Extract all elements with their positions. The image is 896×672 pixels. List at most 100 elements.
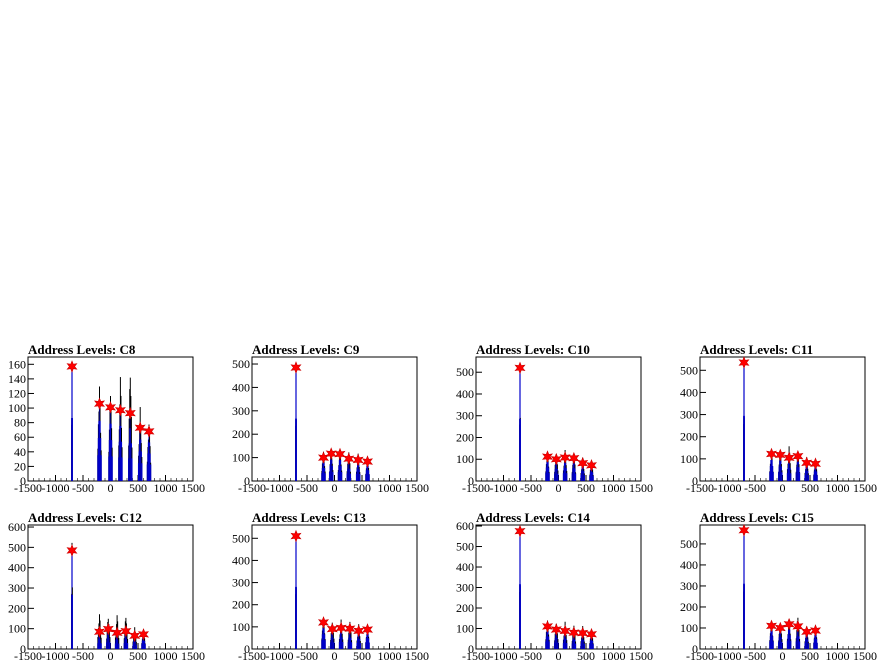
y-tick-label: 500: [8, 540, 26, 554]
x-tick-label: 1500: [853, 649, 877, 663]
peak-marker: [559, 624, 571, 638]
x-tick-label: 1000: [826, 481, 850, 495]
peak-marker: [809, 624, 822, 637]
y-tick-label: 100: [456, 452, 474, 466]
peak-marker: [66, 360, 78, 373]
x-tick-label: 1500: [629, 649, 653, 663]
histogram-panel: Address Levels: C10 -1500 -1000 -500 0 500 100…: [456, 342, 653, 495]
x-tick-label: 1500: [853, 481, 877, 495]
y-tick-label: 0: [468, 642, 474, 656]
peak-marker: [550, 452, 562, 466]
peak-marker: [765, 447, 778, 461]
x-tick-label: 1500: [629, 481, 653, 495]
peak-marker: [792, 449, 804, 463]
peak-marker: [290, 361, 302, 374]
x-tick-label: -1500: [686, 481, 714, 495]
x-tick-label: -1000: [42, 481, 70, 495]
x-tick-label: 0: [332, 481, 338, 495]
y-tick-label: 200: [456, 430, 474, 444]
peak-marker: [317, 616, 330, 629]
x-tick-label: -1000: [266, 649, 294, 663]
x-tick-label: 0: [332, 649, 338, 663]
peak-marker: [102, 622, 114, 636]
y-tick-label: 200: [456, 601, 474, 615]
y-tick-label: 20: [14, 459, 26, 473]
peak-marker: [801, 625, 813, 639]
peak-marker: [765, 619, 778, 633]
y-tick-label: 300: [232, 576, 250, 590]
peak-marker: [774, 448, 786, 462]
y-tick-label: 300: [456, 409, 474, 423]
panel-title: Address Levels: C9: [252, 342, 360, 357]
peak-marker: [124, 406, 136, 420]
y-tick-label: 400: [8, 561, 26, 575]
y-tick-label: 300: [680, 579, 698, 593]
x-tick-label: 1000: [154, 649, 178, 663]
y-tick-label: 60: [14, 430, 26, 444]
y-tick-label: 400: [232, 553, 250, 567]
x-tick-label: 0: [108, 649, 114, 663]
x-tick-label: -500: [520, 481, 542, 495]
x-tick-label: -500: [72, 481, 94, 495]
peak-marker: [326, 622, 338, 636]
y-tick-label: 400: [232, 380, 250, 394]
x-tick-label: 1500: [181, 649, 205, 663]
x-tick-label: -1500: [14, 481, 42, 495]
x-tick-label: -1000: [266, 481, 294, 495]
x-tick-label: -500: [72, 649, 94, 663]
x-tick-label: 0: [780, 649, 786, 663]
x-tick-label: 500: [577, 481, 595, 495]
x-tick-label: 1000: [378, 649, 402, 663]
peak-marker: [792, 619, 804, 633]
peak-marker: [114, 403, 126, 417]
y-tick-label: 0: [20, 474, 26, 488]
y-tick-label: 120: [8, 386, 26, 400]
x-tick-label: 1500: [181, 481, 205, 495]
y-tick-label: 100: [680, 452, 698, 466]
peak-marker: [143, 425, 155, 438]
peak-marker: [774, 621, 786, 635]
y-tick-label: 40: [14, 445, 26, 459]
peak-marker: [353, 624, 365, 638]
x-tick-label: 500: [129, 481, 147, 495]
panel-title: Address Levels: C14: [476, 510, 590, 525]
y-tick-label: 200: [8, 601, 26, 615]
peak-marker: [514, 361, 526, 375]
x-tick-label: -1000: [714, 649, 742, 663]
y-tick-label: 160: [8, 357, 26, 371]
peak-marker: [738, 356, 750, 369]
peak-marker: [541, 620, 554, 633]
x-tick-label: 500: [129, 649, 147, 663]
y-tick-label: 0: [692, 642, 698, 656]
peak-marker: [783, 617, 795, 631]
panel-title: Address Levels: C8: [28, 342, 136, 357]
x-tick-label: -1500: [462, 649, 490, 663]
x-tick-label: 1500: [405, 649, 429, 663]
y-tick-label: 300: [232, 404, 250, 418]
peak-marker: [93, 397, 106, 411]
x-tick-label: 1000: [378, 481, 402, 495]
y-tick-label: 200: [232, 598, 250, 612]
y-tick-label: 300: [456, 581, 474, 595]
histogram-panel: Address Levels: C14 -1500 -1000 -500 0 500 100…: [456, 510, 653, 663]
x-tick-label: -1500: [238, 649, 266, 663]
x-tick-label: -1000: [490, 481, 518, 495]
x-tick-label: -1000: [42, 649, 70, 663]
panel-title: Address Levels: C11: [700, 342, 813, 357]
peak-marker: [93, 625, 106, 638]
x-tick-label: 1000: [602, 481, 626, 495]
x-tick-label: -500: [520, 649, 542, 663]
histogram-panel: Address Levels: C13 -1500 -1000 -500 0 500 100…: [232, 510, 429, 663]
x-tick-label: 0: [556, 649, 562, 663]
peak-marker: [317, 451, 330, 464]
y-tick-label: 400: [456, 560, 474, 574]
y-tick-label: 0: [244, 474, 250, 488]
peak-marker: [129, 629, 141, 643]
peak-marker: [541, 450, 554, 463]
y-tick-label: 500: [680, 537, 698, 551]
y-tick-label: 600: [456, 519, 474, 533]
y-tick-label: 140: [8, 372, 26, 386]
histogram-panel: Address Levels: C11 -1500 -1000 -500 0 500 100…: [680, 342, 877, 495]
histogram-panel: Address Levels: C15 -1500 -1000 -500 0 500 100…: [680, 510, 877, 663]
peak-marker: [801, 456, 813, 470]
